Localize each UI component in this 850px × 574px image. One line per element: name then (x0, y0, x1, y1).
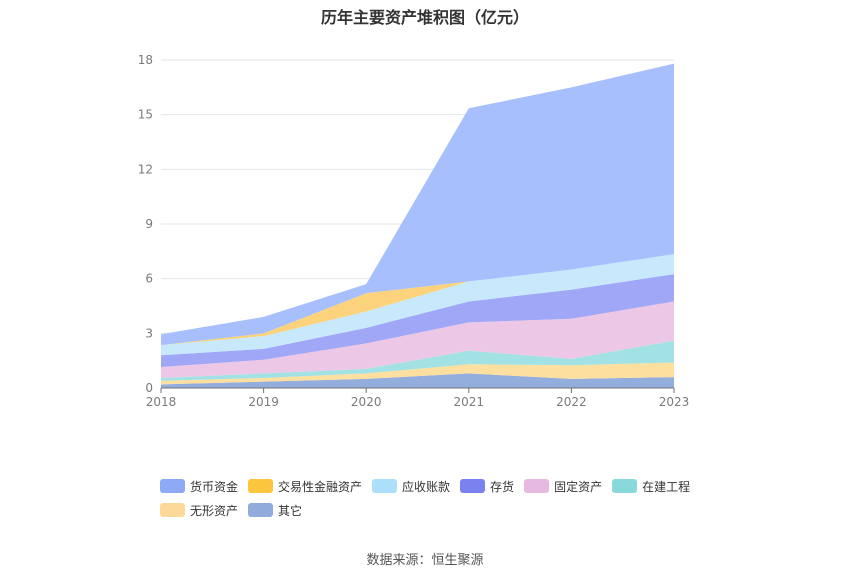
legend-label: 应收账款 (402, 479, 451, 494)
y-tick-label: 3 (145, 326, 153, 340)
data-source-note: 数据来源：恒生聚源 (366, 553, 484, 568)
legend-label: 无形资产 (190, 503, 239, 518)
legend-swatch (160, 503, 185, 517)
x-tick-label: 2023 (659, 395, 690, 409)
legend-item-inventory[interactable]: 存货 (460, 478, 514, 495)
legend-swatch (460, 479, 486, 493)
x-tick-label: 2020 (351, 395, 382, 409)
legend-row-2: 无形资产 其它 (160, 498, 720, 522)
legend-item-intangible[interactable]: 无形资产 (160, 502, 238, 519)
x-tick-label: 2022 (556, 395, 587, 409)
y-tick-label: 15 (138, 108, 153, 122)
legend-item-trading-assets[interactable]: 交易性金融资产 (248, 478, 362, 495)
legend-swatch (248, 479, 274, 493)
y-tick-label: 18 (138, 53, 153, 67)
legend-label: 存货 (490, 479, 515, 494)
area-series (161, 301, 674, 378)
chart-legend: 货币资金 交易性金融资产 应收账款 存货 固定资产 在建工程 无形资产 (160, 474, 720, 522)
legend-label: 货币资金 (190, 479, 239, 494)
x-tick-label: 2018 (146, 395, 177, 409)
area-series (161, 340, 674, 381)
legend-item-construction[interactable]: 在建工程 (612, 478, 690, 495)
legend-item-receivables[interactable]: 应收账款 (372, 478, 450, 495)
legend-label: 交易性金融资产 (278, 479, 363, 494)
legend-item-cash[interactable]: 货币资金 (160, 478, 238, 495)
area-series (161, 362, 674, 385)
y-tick-label: 9 (145, 217, 153, 231)
y-tick-label: 12 (138, 162, 153, 176)
legend-label: 固定资产 (554, 479, 603, 494)
legend-row-1: 货币资金 交易性金融资产 应收账款 存货 固定资产 在建工程 (160, 474, 720, 498)
area-series (161, 274, 674, 368)
legend-label: 其它 (278, 503, 303, 518)
x-tick-label: 2019 (248, 395, 279, 409)
legend-label: 在建工程 (642, 479, 691, 494)
legend-item-fixed-assets[interactable]: 固定资产 (524, 478, 602, 495)
legend-swatch (372, 479, 398, 493)
area-series (161, 254, 674, 356)
legend-swatch (160, 479, 185, 493)
area-series (161, 373, 674, 388)
chart-title: 历年主要资产堆积图（亿元） (320, 8, 529, 27)
area-series (161, 63, 674, 346)
legend-swatch (248, 503, 274, 517)
legend-swatch (612, 479, 638, 493)
x-tick-label: 2021 (454, 395, 485, 409)
legend-item-other[interactable]: 其它 (248, 502, 302, 519)
legend-swatch (524, 479, 550, 493)
y-tick-label: 0 (145, 381, 153, 395)
y-tick-label: 6 (145, 272, 153, 286)
